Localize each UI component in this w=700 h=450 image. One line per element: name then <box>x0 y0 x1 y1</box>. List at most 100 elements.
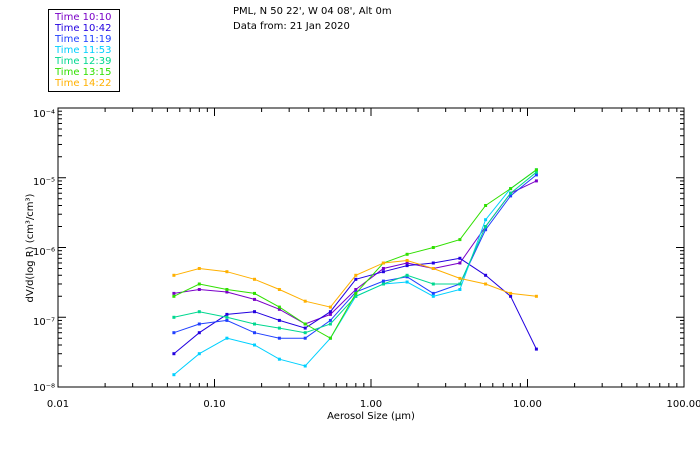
data-point <box>354 291 358 295</box>
data-point <box>225 290 229 294</box>
data-point <box>253 331 256 335</box>
x-tick-label: 10.00 <box>513 399 542 410</box>
legend-entry: Time 14:22 <box>55 78 112 89</box>
data-point <box>458 261 462 265</box>
legend-entry: Time 10:10 <box>55 12 112 23</box>
data-point <box>328 305 332 309</box>
data-point <box>509 191 513 195</box>
data-point <box>328 318 332 322</box>
data-point <box>197 331 201 335</box>
data-point <box>381 282 385 286</box>
data-point <box>197 267 201 270</box>
data-point <box>534 347 538 351</box>
data-point <box>458 288 462 291</box>
data-point <box>253 343 256 347</box>
data-point <box>431 246 435 249</box>
data-point <box>484 204 488 207</box>
chart-subtitle: Data from: 21 Jan 2020 <box>233 21 350 32</box>
series-line-4 <box>173 171 537 334</box>
data-point <box>225 336 229 340</box>
data-point <box>381 279 385 283</box>
data-point <box>172 291 176 295</box>
data-point <box>354 277 358 281</box>
data-point <box>458 256 462 260</box>
data-point <box>431 291 435 295</box>
data-point <box>405 264 409 268</box>
data-point <box>277 305 281 309</box>
data-point <box>484 282 488 286</box>
series-line-0 <box>173 180 537 325</box>
data-point <box>484 273 488 277</box>
data-point <box>405 273 409 277</box>
data-point <box>172 315 176 319</box>
data-point <box>253 310 256 314</box>
data-point <box>534 168 538 172</box>
y-tick-label: 10⁻⁴ <box>33 109 55 120</box>
data-point <box>484 218 488 222</box>
legend: Time 10:10 Time 10:42 Time 11:19 Time 11… <box>48 9 120 92</box>
data-point <box>172 331 176 335</box>
legend-entry: Time 11:19 <box>55 34 112 45</box>
data-point <box>405 252 409 256</box>
data-point <box>328 310 332 314</box>
data-point <box>277 288 281 291</box>
data-point <box>484 228 488 232</box>
data-point <box>431 294 435 298</box>
axis-ticks <box>57 108 684 388</box>
data-point <box>253 291 256 295</box>
x-axis-label: Aerosol Size (μm) <box>327 411 415 422</box>
data-point <box>405 280 409 284</box>
data-point <box>172 273 176 277</box>
data-point <box>197 288 201 291</box>
data-point <box>253 322 256 326</box>
y-axis-label: dV/d(log R) (cm³/cm³) <box>25 193 36 302</box>
data-point <box>354 273 358 277</box>
y-tick-label: 10⁻⁵ <box>33 177 55 188</box>
data-point <box>303 364 307 368</box>
data-point <box>509 291 513 295</box>
data-point <box>328 312 332 316</box>
data-point <box>225 288 229 291</box>
x-tick-label: 0.10 <box>203 399 225 410</box>
data-point <box>172 352 176 356</box>
legend-entry: Time 11:53 <box>55 45 112 56</box>
data-point <box>225 315 229 319</box>
data-point <box>225 312 229 316</box>
x-tick-label: 100.00 <box>667 399 700 410</box>
data-point <box>405 259 409 262</box>
data-point <box>431 267 435 270</box>
data-point <box>534 170 538 174</box>
data-point <box>534 294 538 298</box>
data-point <box>381 267 385 270</box>
data-point <box>197 352 201 356</box>
legend-entry: Time 13:15 <box>55 67 112 78</box>
data-point <box>458 276 462 280</box>
data-point <box>277 326 281 330</box>
data-point <box>277 357 281 361</box>
data-point <box>431 261 435 265</box>
data-point <box>303 322 307 326</box>
data-point <box>197 282 201 286</box>
data-point <box>405 261 409 265</box>
data-point <box>277 336 281 340</box>
data-point <box>277 307 281 311</box>
data-point <box>354 294 358 298</box>
data-point <box>381 270 385 274</box>
data-point <box>534 173 538 177</box>
data-point <box>354 288 358 291</box>
y-tick-label: 10⁻⁷ <box>33 317 55 328</box>
series-group <box>172 168 538 377</box>
data-point <box>303 336 307 340</box>
data-point <box>381 261 385 265</box>
data-point <box>172 294 176 298</box>
data-point <box>458 238 462 242</box>
y-tick-label: 10⁻⁸ <box>33 383 55 394</box>
data-point <box>303 299 307 303</box>
data-point <box>509 187 513 191</box>
data-point <box>328 322 332 326</box>
legend-entry: Time 10:42 <box>55 23 112 34</box>
x-tick-label: 1.00 <box>360 399 382 410</box>
x-tick-label: 0.01 <box>47 399 69 410</box>
data-point <box>509 294 513 298</box>
